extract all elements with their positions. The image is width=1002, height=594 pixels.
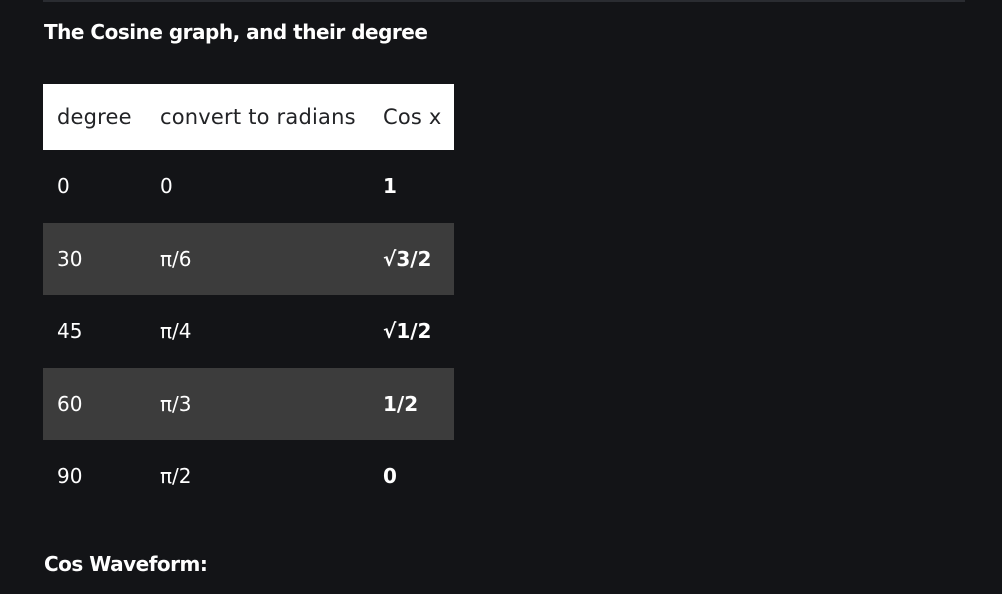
table-header-row: degree convert to radians Cos x <box>43 84 454 150</box>
degree-cell: 90 <box>57 464 83 489</box>
cos-value-cell: 0 <box>383 464 397 489</box>
top-divider <box>43 0 965 2</box>
table-row: 45 π/4 √1/2 <box>43 295 454 368</box>
radians-cell: π/6 <box>146 222 370 295</box>
cos-value-cell: √3/2 <box>370 222 454 295</box>
radians-cell: π/2 <box>160 464 192 489</box>
cos-value-cell: 1 <box>383 174 397 199</box>
cosine-values-table: degree convert to radians Cos x 0 0 1 30… <box>43 84 454 513</box>
degree-cell: 0 <box>57 174 70 199</box>
column-header-radians: convert to radians <box>146 84 370 150</box>
table-header: degree convert to radians Cos x <box>43 84 454 150</box>
column-header-cos: Cos x <box>370 84 454 150</box>
radians-cell: π/3 <box>146 367 370 440</box>
radians-cell: 0 <box>160 174 173 199</box>
table-row: 30 π/6 √3/2 <box>43 222 454 295</box>
table-body: 0 0 1 30 π/6 √3/2 45 π/4 √1/2 60 π/3 1/2… <box>43 150 454 513</box>
column-header-degree: degree <box>43 84 146 150</box>
table-title: The Cosine graph, and their degree <box>44 20 428 44</box>
degree-cell: 45 <box>57 319 83 344</box>
table-row: 0 0 1 <box>43 150 454 223</box>
degree-cell: 60 <box>43 367 146 440</box>
radians-cell: π/4 <box>160 319 192 344</box>
waveform-title: Cos Waveform: <box>44 552 208 576</box>
cos-value-cell: 1/2 <box>370 367 454 440</box>
degree-cell: 30 <box>43 222 146 295</box>
table-row: 90 π/2 0 <box>43 440 454 513</box>
table-row: 60 π/3 1/2 <box>43 367 454 440</box>
cos-value-cell: √1/2 <box>383 319 432 344</box>
